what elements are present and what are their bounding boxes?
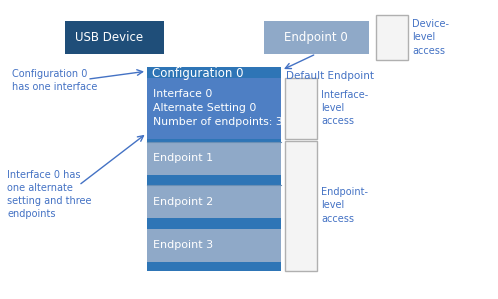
Bar — [65, 21, 164, 54]
Bar — [147, 142, 281, 175]
Text: Endpoint-
level
access: Endpoint- level access — [321, 187, 368, 224]
Bar — [285, 78, 317, 139]
Bar — [147, 78, 281, 139]
Text: Interface-
level
access: Interface- level access — [321, 90, 369, 126]
Bar — [147, 67, 281, 271]
Bar — [264, 21, 369, 54]
Bar — [285, 141, 317, 271]
Text: Endpoint 2: Endpoint 2 — [153, 197, 213, 207]
Text: Default Endpoint: Default Endpoint — [286, 71, 374, 81]
Bar — [376, 15, 408, 60]
Text: Configuration 0
has one interface: Configuration 0 has one interface — [12, 69, 98, 92]
Text: Device-
level
access: Device- level access — [412, 19, 449, 56]
Bar — [147, 185, 281, 218]
Text: Interface 0
Alternate Setting 0
Number of endpoints: 3: Interface 0 Alternate Setting 0 Number o… — [153, 89, 283, 127]
Text: Endpoint 3: Endpoint 3 — [153, 240, 213, 250]
Text: Interface 0 has
one alternate
setting and three
endpoints: Interface 0 has one alternate setting an… — [7, 170, 92, 219]
Text: Endpoint 1: Endpoint 1 — [153, 153, 213, 164]
Bar — [147, 229, 281, 262]
Text: USB Device: USB Device — [75, 31, 143, 44]
Text: Configuration 0: Configuration 0 — [152, 67, 244, 80]
Text: Endpoint 0: Endpoint 0 — [284, 31, 348, 44]
